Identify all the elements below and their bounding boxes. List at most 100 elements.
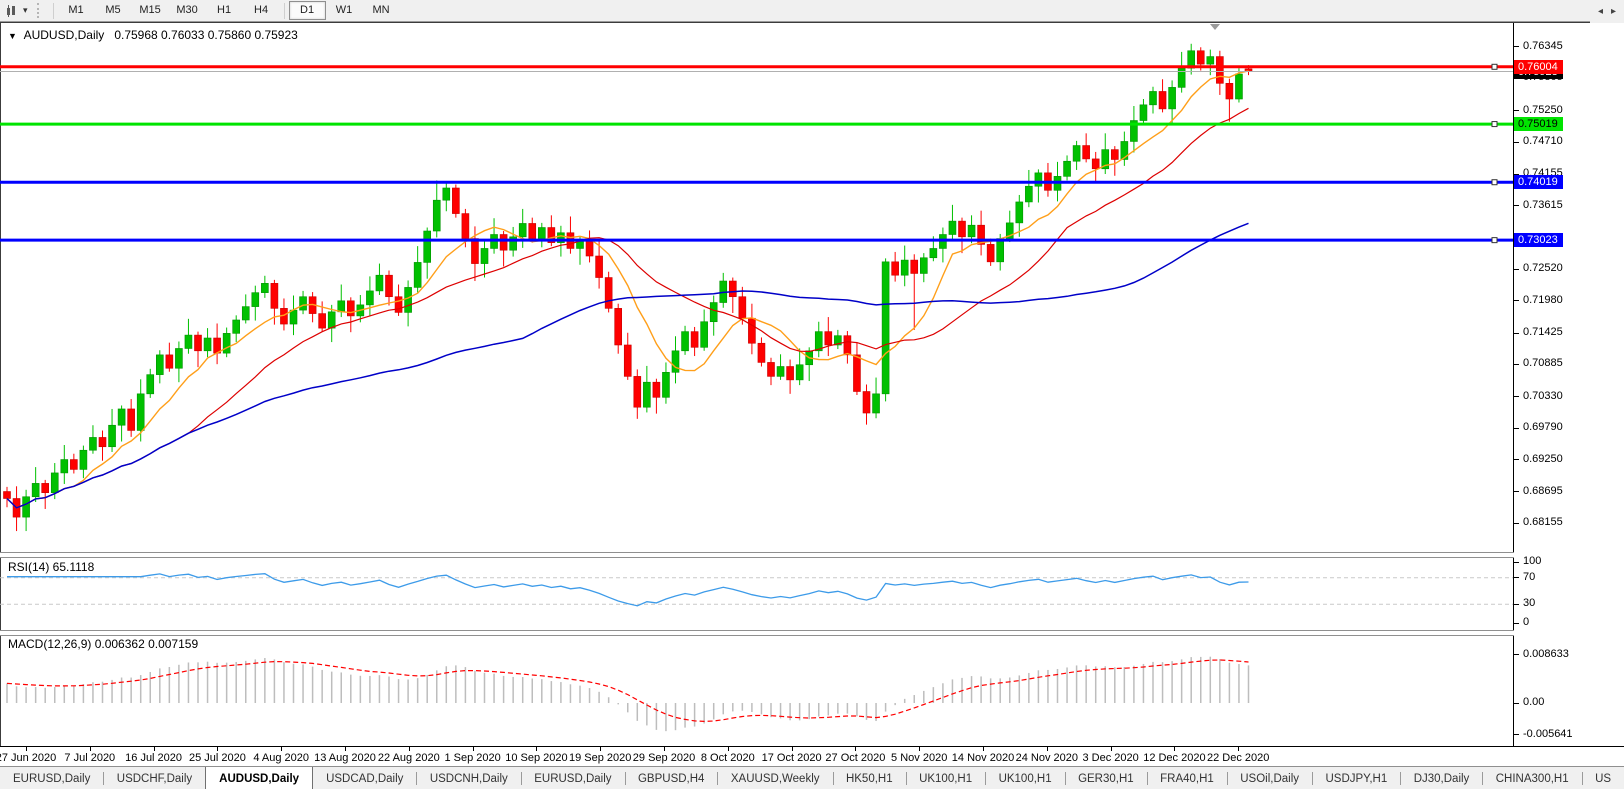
axis-tick-mark (1514, 561, 1519, 563)
axis-tick-mark (1514, 173, 1519, 175)
chart-mode-icon[interactable] (1, 2, 23, 19)
date-tick-mark (1174, 747, 1176, 751)
toolbar-separator (52, 2, 54, 19)
tab-eurusd-daily-5[interactable]: EURUSD,Daily (534, 772, 612, 785)
rsi-tick-label: 70 (1523, 570, 1536, 583)
price-tick-label: 0.72520 (1523, 262, 1563, 275)
tab-china300-h1-16[interactable]: CHINA300,H1 (1495, 772, 1569, 785)
date-label: 27 Jun 2020 (0, 752, 57, 764)
tab-eurusd-daily-0[interactable]: EURUSD,Daily (13, 772, 91, 785)
date-axis[interactable]: 27 Jun 2020 7 Jul 2020 16 Jul 2020 25 Jul 2… (0, 746, 1624, 767)
macd-signal-line (6, 659, 1249, 723)
timeframe-button-w1[interactable]: W1 (335, 4, 353, 16)
symbol-caret-icon[interactable]: ▼ (8, 31, 17, 41)
timeframe-button-m1[interactable]: M1 (68, 4, 84, 16)
tab-scroll-controls: ◂ ▸ (1590, 0, 1624, 23)
tab-usdjpy-h1-14[interactable]: USDJPY,H1 (1325, 772, 1388, 785)
tab-uk100-h1-10[interactable]: UK100,H1 (998, 772, 1052, 785)
blue-line-1-badge: 0.74019 (1514, 175, 1563, 190)
tab-hk50-h1-8[interactable]: HK50,H1 (845, 772, 893, 785)
candles-layer (3, 43, 1253, 532)
date-tick-mark (1046, 747, 1048, 751)
date-tick-mark (664, 747, 665, 751)
toolbar-separator (283, 2, 285, 19)
price-tick-label: 0.69790 (1523, 421, 1563, 434)
pane-splitter-2[interactable] (0, 630, 1624, 636)
support-line-badge: 0.75019 (1514, 117, 1563, 132)
timeframe-button-h4[interactable]: H4 (254, 4, 269, 16)
tab-usoil-daily-13[interactable]: USOil,Daily (1240, 772, 1300, 785)
chevron-down-icon[interactable]: ▾ (23, 5, 28, 15)
date-tick-mark (153, 747, 155, 751)
date-label: 4 Aug 2020 (253, 752, 310, 764)
date-tick-mark (1238, 747, 1240, 751)
date-label: 12 Dec 2020 (1143, 752, 1206, 764)
tab-dj30-daily-15[interactable]: DJ30,Daily (1413, 772, 1470, 785)
chart-shift-marker-icon[interactable] (1210, 24, 1220, 30)
tab-usdcnh-daily-4[interactable]: USDCNH,Daily (429, 772, 508, 785)
line-handle-icon (1491, 179, 1498, 186)
blue-line-2-badge: 0.73023 (1514, 233, 1563, 248)
tab-usdchf-daily-1[interactable]: USDCHF,Daily (116, 772, 193, 785)
axis-tick-mark (1514, 141, 1519, 143)
price-tick-label: 0.69250 (1523, 452, 1563, 465)
date-label: 1 Sep 2020 (444, 752, 501, 764)
tab-gbpusd-h4-6[interactable]: GBPUSD,H4 (637, 772, 705, 785)
axis-tick-mark (1514, 459, 1519, 461)
tab-scroll-right-icon[interactable]: ▸ (1610, 6, 1616, 17)
tab-usdcad-daily-3[interactable]: USDCAD,Daily (326, 772, 404, 785)
tab-xauusd-weekly-7[interactable]: XAUUSD,Weekly (730, 772, 820, 785)
toolbar-grip[interactable] (36, 3, 44, 18)
rsi-tick-label: 30 (1523, 597, 1536, 610)
date-label: 25 Jul 2020 (188, 752, 246, 764)
price-tick-label: 0.70330 (1523, 389, 1563, 402)
timeframe-button-m5[interactable]: M5 (105, 4, 121, 16)
macd-tick-label: -0.005641 (1523, 727, 1573, 740)
axis-tick-mark (1514, 654, 1519, 656)
tab-ger30-h1-11[interactable]: GER30,H1 (1078, 772, 1134, 785)
axis-tick-mark (1514, 702, 1519, 704)
date-label: 3 Dec 2020 (1082, 752, 1139, 764)
axis-tick-mark (1514, 577, 1519, 579)
price-tick-label: 0.74710 (1523, 135, 1563, 148)
tab-us-17[interactable]: US (1595, 772, 1612, 785)
tab-audusd-daily-2[interactable]: AUDUSD,Daily (205, 767, 314, 789)
tab-uk100-h1-9[interactable]: UK100,H1 (919, 772, 973, 785)
date-label: 8 Oct 2020 (700, 752, 755, 764)
rsi-label: RSI(14) 65.1118 (8, 560, 95, 574)
date-label: 22 Aug 2020 (377, 752, 440, 764)
date-tick-mark (791, 747, 793, 751)
ma-8-line (6, 70, 1249, 509)
timeframe-button-mn[interactable]: MN (372, 4, 390, 16)
date-tick-mark (281, 747, 283, 751)
main-chart-pane[interactable] (0, 24, 1513, 552)
price-tick-label: 0.71425 (1523, 326, 1563, 339)
price-axis[interactable]: 0.763450.758050.752500.747100.741550.736… (1514, 23, 1624, 746)
rsi-indicator-pane[interactable] (0, 556, 1513, 630)
axis-tick-mark (1514, 46, 1519, 48)
tab-fra40-h1-12[interactable]: FRA40,H1 (1160, 772, 1214, 785)
ma-55-line (6, 222, 1249, 509)
date-label: 10 Sep 2020 (505, 752, 568, 764)
tab-scroll-left-icon[interactable]: ◂ (1597, 6, 1603, 17)
timeframe-button-h1[interactable]: H1 (217, 4, 232, 16)
date-tick-mark (536, 747, 538, 751)
chart-frame-top (0, 22, 1624, 23)
date-label: 17 Oct 2020 (761, 752, 822, 764)
price-tick-label: 0.68695 (1523, 484, 1563, 497)
date-tick-mark (345, 747, 346, 751)
axis-tick-mark (1514, 363, 1519, 365)
date-tick-mark (727, 747, 729, 751)
pane-splitter-1[interactable] (0, 552, 1624, 558)
date-tick-mark (408, 747, 410, 751)
timeframe-button-m15[interactable]: M15 (139, 4, 161, 16)
axis-tick-mark (1514, 522, 1519, 524)
date-tick-mark (472, 747, 474, 751)
chart-symbol-title: AUDUSD,Daily (23, 28, 105, 42)
date-label: 16 Jul 2020 (125, 752, 183, 764)
macd-indicator-pane[interactable] (0, 634, 1513, 746)
price-tick-label: 0.76345 (1523, 39, 1563, 52)
timeframe-button-d1[interactable]: D1 (288, 1, 326, 20)
axis-tick-mark (1514, 110, 1519, 112)
timeframe-button-m30[interactable]: M30 (176, 4, 198, 16)
